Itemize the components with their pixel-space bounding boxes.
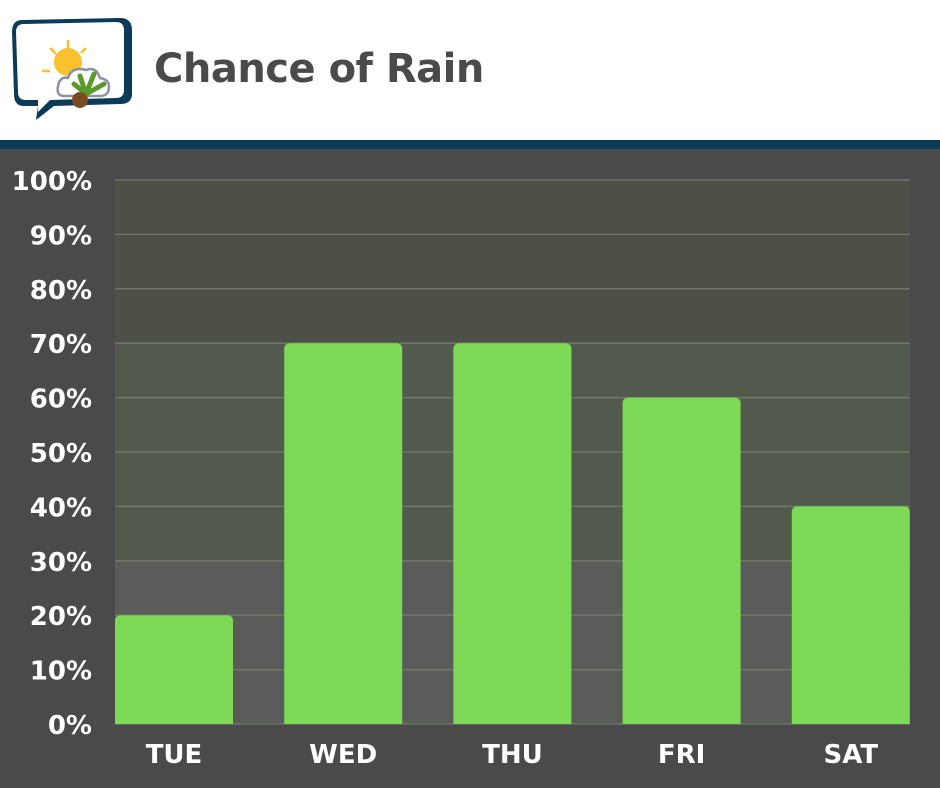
background-band (115, 180, 910, 344)
y-tick-label: 90% (30, 221, 92, 251)
bar-tue (115, 615, 233, 724)
x-tick-label: SAT (824, 740, 879, 770)
y-tick-label: 80% (30, 276, 92, 306)
x-tick-label: WED (309, 740, 377, 770)
header (0, 0, 940, 140)
x-tick-label: THU (482, 740, 543, 770)
page-title: Chance of Rain (154, 46, 484, 92)
bar-fri (622, 397, 741, 724)
header-divider (0, 140, 940, 149)
bar-wed (284, 343, 403, 724)
y-tick-label: 40% (30, 493, 92, 523)
weather-bubble-logo-icon (12, 18, 132, 120)
x-tick-label: TUE (146, 740, 203, 770)
y-tick-label: 30% (30, 548, 92, 578)
bar-thu (453, 343, 572, 724)
bar-sat (791, 506, 910, 724)
y-tick-label: 0% (48, 711, 92, 741)
x-tick-label: FRI (658, 740, 705, 770)
y-tick-label: 20% (30, 602, 92, 632)
y-tick-label: 70% (30, 330, 92, 360)
y-tick-label: 50% (30, 439, 92, 469)
y-tick-label: 60% (30, 385, 92, 415)
y-tick-label: 100% (12, 167, 92, 197)
y-tick-label: 10% (30, 657, 92, 687)
